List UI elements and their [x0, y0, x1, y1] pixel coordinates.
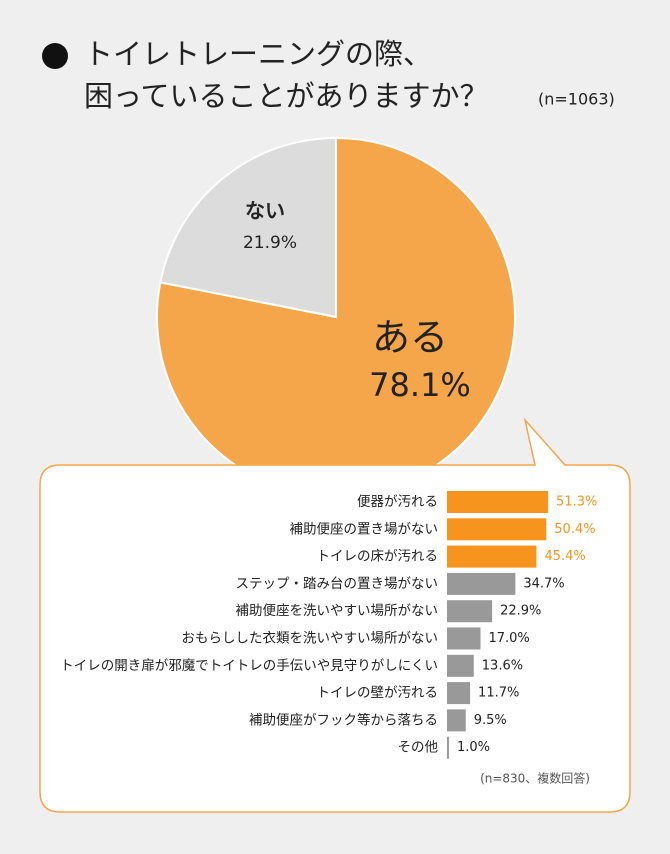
bar [447, 572, 516, 595]
bar-chart: 便器が汚れる 51.3% 補助便座の置き場がない 50.4% トイレの床が汚れる 45.4… [60, 491, 597, 759]
pie-slice [156, 136, 516, 497]
callout-box [39, 417, 631, 813]
value-label: 34.7% [523, 576, 564, 591]
title-line: 困っていることがありますか？ [84, 79, 489, 113]
bar [447, 545, 537, 568]
value-label: 51.3% [556, 495, 597, 510]
bar [447, 736, 449, 759]
bar-label: ステップ・踏み台の置き場がない [236, 576, 439, 592]
value-label: 17.0% [488, 631, 529, 646]
bar [447, 491, 549, 513]
value-label: 50.4% [554, 522, 595, 537]
slice-value: 78.1% [369, 366, 471, 404]
bar [447, 627, 481, 650]
subtitle: (n=1063) [538, 90, 615, 109]
bar-label: 補助便座がフック等から落ちる [249, 711, 438, 728]
slice-label: ある [372, 316, 448, 360]
bar-label: 補助便座の置き場がない [290, 521, 439, 537]
title-line: トイレトレーニングの際、 [84, 37, 432, 71]
bar-label: 便器が汚れる [357, 494, 438, 510]
bar-label: おもらしした衣類を洗いやすい場所がない [182, 631, 439, 647]
value-label: 11.7% [478, 686, 519, 701]
bar-label: その他 [398, 740, 439, 756]
pie-slice [159, 136, 337, 319]
value-label: 9.5% [474, 713, 507, 728]
slice-label: ない [245, 199, 285, 223]
value-label: 1.0% [457, 740, 490, 755]
slice-value: 21.9% [243, 233, 297, 253]
value-label: 13.6% [482, 658, 523, 673]
pie-chart: ある 78.1% ない 21.9% [156, 136, 516, 497]
value-label: 22.9% [500, 604, 541, 619]
bar-label: トイレの開き扉が邪魔でトイトレの手伝いや見守りがしにくい [60, 658, 438, 674]
bar [447, 518, 547, 541]
bar [447, 600, 493, 623]
bar-label: トイレの壁が汚れる [317, 685, 439, 701]
bar-label: 補助便座を洗いやすい場所がない [236, 603, 439, 619]
bar [447, 709, 466, 732]
bullet [42, 43, 68, 69]
bar-label: トイレの床が汚れる [317, 549, 439, 565]
bar [447, 654, 474, 677]
value-label: 45.4% [544, 549, 585, 564]
bar [447, 682, 471, 705]
note: (n=830、複数回答) [480, 771, 590, 786]
